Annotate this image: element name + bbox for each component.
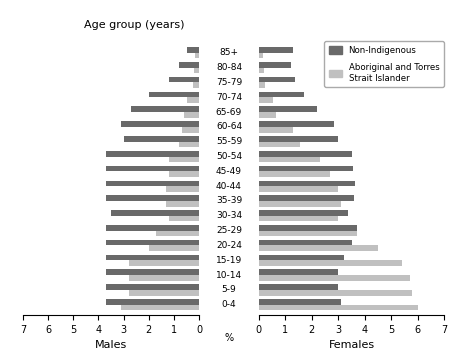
Text: Age group (years): Age group (years): [84, 20, 184, 30]
Bar: [106, 284, 199, 290]
Bar: [259, 107, 317, 112]
Bar: [181, 127, 199, 132]
Bar: [187, 97, 199, 103]
Bar: [259, 171, 330, 177]
Bar: [259, 47, 293, 53]
Bar: [259, 68, 264, 73]
Bar: [106, 151, 199, 156]
Text: 60-64: 60-64: [216, 122, 242, 131]
Text: 40-44: 40-44: [216, 182, 242, 191]
Bar: [259, 210, 348, 216]
Text: %: %: [224, 333, 234, 343]
Bar: [129, 275, 199, 281]
Legend: Non-Indigenous, Aboriginal and Torres
Strait Islander: Non-Indigenous, Aboriginal and Torres St…: [325, 41, 444, 87]
Bar: [106, 166, 199, 171]
Bar: [259, 299, 341, 305]
Bar: [259, 151, 352, 156]
Bar: [169, 156, 199, 162]
Bar: [259, 230, 357, 236]
Bar: [259, 92, 304, 97]
Text: 0-4: 0-4: [222, 300, 236, 309]
Bar: [259, 127, 293, 132]
Bar: [259, 240, 352, 245]
Bar: [196, 53, 199, 58]
Bar: [184, 112, 199, 118]
Bar: [259, 255, 344, 260]
Bar: [259, 225, 357, 230]
Bar: [106, 299, 199, 305]
Text: 80-84: 80-84: [216, 63, 242, 72]
Text: 45-49: 45-49: [216, 167, 242, 176]
Bar: [193, 82, 199, 88]
Bar: [149, 245, 199, 251]
Bar: [259, 142, 300, 147]
Bar: [259, 284, 338, 290]
Text: 30-34: 30-34: [216, 211, 242, 220]
Text: 20-24: 20-24: [216, 241, 242, 250]
Bar: [259, 305, 418, 310]
Bar: [259, 112, 276, 118]
Text: 10-14: 10-14: [216, 270, 242, 280]
Bar: [259, 245, 378, 251]
Bar: [169, 216, 199, 222]
Text: 25-29: 25-29: [216, 226, 242, 235]
Bar: [106, 195, 199, 201]
Bar: [194, 68, 199, 73]
Bar: [169, 77, 199, 82]
Bar: [167, 186, 199, 192]
Bar: [259, 275, 410, 281]
Bar: [259, 269, 338, 275]
Bar: [259, 136, 338, 142]
Bar: [259, 53, 263, 58]
Text: 65-69: 65-69: [216, 108, 242, 116]
Bar: [167, 201, 199, 207]
Text: 15-19: 15-19: [216, 256, 242, 265]
Bar: [156, 230, 199, 236]
Bar: [259, 195, 354, 201]
Bar: [111, 210, 199, 216]
Bar: [179, 62, 199, 68]
Text: 55-59: 55-59: [216, 137, 242, 146]
Bar: [124, 136, 199, 142]
Text: 35-39: 35-39: [216, 196, 242, 205]
Bar: [259, 186, 338, 192]
Bar: [179, 142, 199, 147]
Bar: [129, 290, 199, 296]
Text: 85+: 85+: [219, 48, 239, 57]
X-axis label: Females: Females: [328, 340, 375, 350]
Bar: [131, 107, 199, 112]
Bar: [259, 201, 341, 207]
Bar: [121, 305, 199, 310]
Text: 5-9: 5-9: [222, 285, 236, 295]
Bar: [259, 181, 355, 186]
Text: 70-74: 70-74: [216, 93, 242, 102]
X-axis label: Males: Males: [95, 340, 127, 350]
Bar: [129, 260, 199, 266]
Text: 75-79: 75-79: [216, 78, 242, 87]
Bar: [259, 260, 402, 266]
Bar: [259, 166, 353, 171]
Text: 50-54: 50-54: [216, 152, 242, 161]
Bar: [259, 97, 273, 103]
Bar: [259, 290, 413, 296]
Bar: [149, 92, 199, 97]
Bar: [259, 121, 334, 127]
Bar: [259, 77, 294, 82]
Bar: [259, 216, 338, 222]
Bar: [106, 181, 199, 186]
Bar: [106, 255, 199, 260]
Bar: [259, 62, 290, 68]
Bar: [121, 121, 199, 127]
Bar: [187, 47, 199, 53]
Bar: [106, 269, 199, 275]
Bar: [259, 156, 320, 162]
Bar: [259, 82, 265, 88]
Bar: [169, 171, 199, 177]
Bar: [106, 225, 199, 230]
Bar: [106, 240, 199, 245]
